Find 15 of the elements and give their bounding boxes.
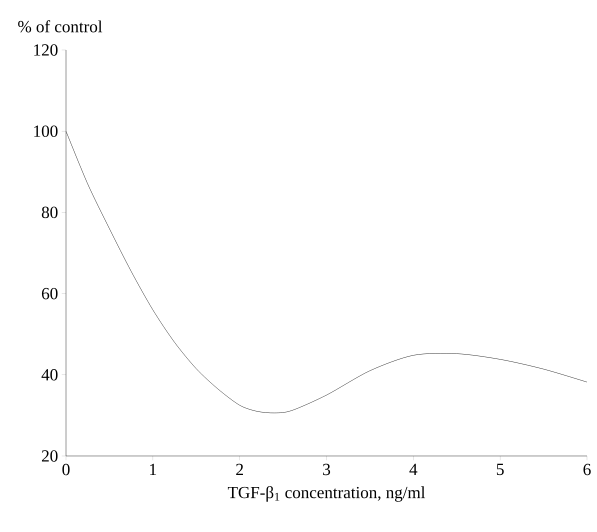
- y-tick-label: 100: [34, 125, 58, 137]
- x-tick-label: 1: [150, 464, 156, 476]
- y-tick-label: 80: [42, 206, 58, 218]
- x-tick-label: 4: [409, 464, 418, 475]
- y-tick-label: 40: [42, 369, 58, 381]
- x-tick-label: 2: [236, 464, 243, 476]
- x-tick-label: 6: [583, 464, 591, 476]
- x-axis-title: TGF-β$_{1}$ concentration, ng/ml: [228, 486, 426, 502]
- x-tick-label: 0: [62, 464, 70, 476]
- y-axis-title: % of control: [18, 20, 102, 32]
- y-tick-label: 120: [34, 44, 58, 56]
- x-tick-label: 3: [323, 464, 330, 476]
- y-tick-label: 20: [42, 450, 58, 462]
- y-tick-label: 60: [42, 288, 58, 300]
- x-tick-label: 5: [496, 464, 504, 476]
